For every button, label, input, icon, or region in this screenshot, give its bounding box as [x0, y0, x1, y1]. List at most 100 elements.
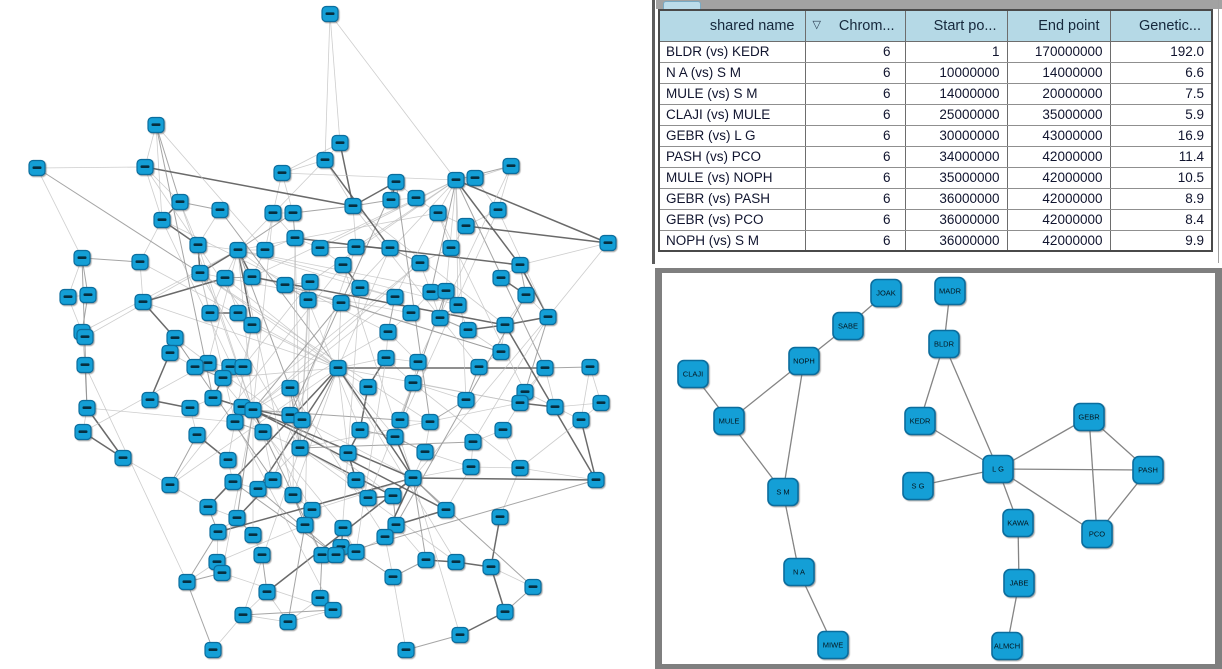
network-node[interactable]	[459, 321, 477, 339]
network-node-NOPH[interactable]: NOPH	[788, 346, 820, 376]
network-node[interactable]	[253, 546, 271, 564]
network-node[interactable]	[324, 601, 342, 619]
network-node[interactable]	[188, 426, 206, 444]
network-node[interactable]	[131, 253, 149, 271]
network-node[interactable]	[264, 471, 282, 489]
table-panel-tab[interactable]	[663, 1, 701, 9]
network-node[interactable]	[482, 558, 500, 576]
network-node[interactable]	[303, 501, 321, 519]
table-row[interactable]: GEBR (vs) PASH 6 36000000 42000000 8.9	[658, 187, 1213, 210]
column-header-startpo[interactable]: Start po...	[904, 9, 1008, 42]
network-node[interactable]	[451, 626, 469, 644]
network-node[interactable]	[114, 449, 132, 467]
network-node[interactable]	[386, 428, 404, 446]
network-node[interactable]	[311, 239, 329, 257]
network-node[interactable]	[447, 553, 465, 571]
network-node[interactable]	[492, 269, 510, 287]
table-row[interactable]: BLDR (vs) KEDR 6 1 170000000 192.0	[658, 40, 1213, 63]
network-node[interactable]	[226, 413, 244, 431]
network-node[interactable]	[351, 421, 369, 439]
network-node[interactable]	[178, 573, 196, 591]
network-node-SM[interactable]: S M	[767, 477, 799, 507]
network-node[interactable]	[264, 204, 282, 222]
network-node[interactable]	[216, 269, 234, 287]
network-node[interactable]	[386, 288, 404, 306]
network-node[interactable]	[359, 378, 377, 396]
network-node[interactable]	[166, 329, 184, 347]
network-node[interactable]	[572, 411, 590, 429]
network-node[interactable]	[161, 476, 179, 494]
table-row[interactable]: MULE (vs) NOPH 6 35000000 42000000 10.5	[658, 166, 1213, 189]
network-node[interactable]	[213, 564, 231, 582]
network-node[interactable]	[186, 358, 204, 376]
network-node[interactable]	[316, 151, 334, 169]
network-node[interactable]	[587, 471, 605, 489]
network-node[interactable]	[28, 159, 46, 177]
network-node[interactable]	[517, 286, 535, 304]
network-node[interactable]	[416, 443, 434, 461]
network-node-KEDR[interactable]: KEDR	[904, 406, 936, 436]
network-node[interactable]	[199, 498, 217, 516]
network-node[interactable]	[351, 279, 369, 297]
network-node[interactable]	[171, 193, 189, 211]
network-node[interactable]	[74, 423, 92, 441]
network-node[interactable]	[181, 399, 199, 417]
network-node[interactable]	[284, 486, 302, 504]
network-node-BLDR[interactable]: BLDR	[928, 329, 960, 359]
network-node[interactable]	[524, 578, 542, 596]
network-node-GEBR[interactable]: GEBR	[1073, 402, 1105, 432]
network-node[interactable]	[243, 316, 261, 334]
network-node[interactable]	[539, 308, 557, 326]
network-node[interactable]	[79, 286, 97, 304]
network-node[interactable]	[511, 256, 529, 274]
network-node[interactable]	[599, 234, 617, 252]
network-node-LG[interactable]: L G	[982, 454, 1014, 484]
network-node[interactable]	[296, 516, 314, 534]
network-node[interactable]	[449, 296, 467, 314]
network-node[interactable]	[491, 508, 509, 526]
network-node-MADR[interactable]: MADR	[934, 276, 966, 306]
network-node[interactable]	[409, 353, 427, 371]
table-row[interactable]: NOPH (vs) S M 6 36000000 42000000 9.9	[658, 229, 1213, 252]
network-node[interactable]	[329, 359, 347, 377]
small-network-view[interactable]: JOAK MADR SABE BLDR NOPH CLAJI MULE KEDR GEBR L G…	[662, 273, 1215, 664]
network-node[interactable]	[311, 589, 329, 607]
network-node[interactable]	[382, 191, 400, 209]
network-node[interactable]	[334, 256, 352, 274]
network-node[interactable]	[209, 523, 227, 541]
network-node[interactable]	[73, 249, 91, 267]
network-node[interactable]	[321, 5, 339, 23]
network-node[interactable]	[470, 358, 488, 376]
network-node[interactable]	[141, 391, 159, 409]
network-node[interactable]	[404, 374, 422, 392]
network-node[interactable]	[359, 489, 377, 507]
network-node[interactable]	[229, 241, 247, 259]
network-node[interactable]	[276, 276, 294, 294]
network-node[interactable]	[161, 344, 179, 362]
network-node[interactable]	[204, 389, 222, 407]
network-node[interactable]	[511, 459, 529, 477]
network-node[interactable]	[411, 254, 429, 272]
network-node[interactable]	[592, 394, 610, 412]
network-node[interactable]	[511, 394, 529, 412]
network-edge-NOPH-SM[interactable]	[782, 360, 805, 493]
network-node[interactable]	[429, 204, 447, 222]
network-node[interactable]	[494, 421, 512, 439]
network-node-NA[interactable]: N A	[783, 557, 815, 587]
network-node[interactable]	[334, 519, 352, 537]
network-node[interactable]	[234, 606, 252, 624]
network-node[interactable]	[442, 239, 460, 257]
network-node[interactable]	[377, 349, 395, 367]
network-node[interactable]	[496, 603, 514, 621]
network-node[interactable]	[147, 116, 165, 134]
network-node[interactable]	[387, 516, 405, 534]
column-header-sharedname[interactable]: shared name	[658, 9, 806, 42]
network-node[interactable]	[437, 282, 455, 300]
network-node[interactable]	[273, 164, 291, 182]
network-node[interactable]	[76, 356, 94, 374]
network-node[interactable]	[447, 171, 465, 189]
network-node[interactable]	[76, 328, 94, 346]
network-node[interactable]	[384, 487, 402, 505]
network-node[interactable]	[332, 294, 350, 312]
network-node[interactable]	[204, 641, 222, 659]
